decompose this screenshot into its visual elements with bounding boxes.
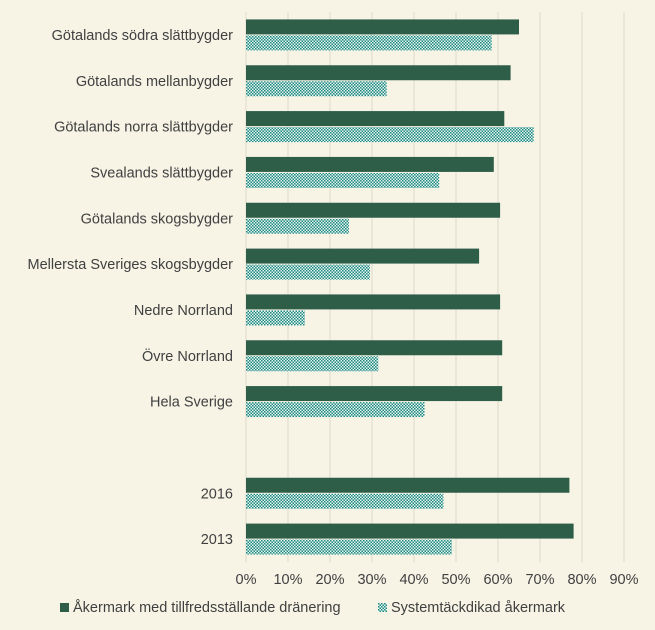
x-axis-ticks: 0% 10% 20% 30% 40% 50% 60% 70% 80% 90% [236,572,639,588]
x-tick-label: 40% [399,572,428,588]
bars [246,19,574,555]
category-label: Götalands norra slättbygder [54,120,233,136]
bar-drained-8 [246,386,503,402]
category-label: Hela Sverige [150,395,233,411]
bar-drained-3 [246,156,494,172]
x-tick-label: 10% [273,572,302,588]
legend-label: Åkermark med tillfredsställande dränerin… [73,599,341,616]
x-tick-label: 60% [483,572,512,588]
category-label: Övre Norrland [142,347,233,365]
category-label: Mellersta Sveriges skogsbygder [27,257,233,273]
x-tick-label: 50% [441,572,470,588]
bar-drained-4 [246,202,501,218]
legend-swatch-0 [60,603,69,612]
bar-tile-3 [246,172,440,188]
bar-tile-8 [246,402,425,418]
category-labels: Götalands södra slättbygder Götalands mel… [27,28,233,548]
bar-drained-11 [246,523,574,539]
category-label: 2016 [201,486,233,502]
bar-tile-5 [246,264,370,280]
category-label: Nedre Norrland [134,303,233,319]
x-tick-label: 20% [315,572,344,588]
bar-tile-7 [246,356,379,372]
category-label: Svealands slättbygder [90,165,233,181]
bar-tile-11 [246,539,452,555]
x-tick-label: 90% [609,572,638,588]
bar-tile-6 [246,310,305,326]
category-label: Götalands skogsbygder [81,211,234,227]
bar-drained-1 [246,65,511,81]
category-label: Götalands södra slättbygder [52,28,234,44]
x-tick-label: 30% [357,572,386,588]
x-tick-label: 70% [525,572,554,588]
legend-swatch-1 [378,603,387,612]
category-label: 2013 [201,532,233,548]
x-tick-label: 0% [236,572,257,588]
bar-drained-10 [246,477,570,493]
bar-tile-10 [246,493,444,509]
bar-tile-2 [246,127,534,143]
bar-drained-0 [246,19,519,35]
bar-tile-1 [246,81,387,97]
bar-drained-6 [246,294,501,310]
bar-drained-7 [246,340,503,356]
bar-drained-2 [246,111,505,127]
x-tick-label: 80% [567,572,596,588]
bar-tile-0 [246,35,492,51]
legend-label: Systemtäckdikad åkermark [391,600,566,616]
category-label: Götalands mellanbygder [76,74,233,90]
bar-tile-4 [246,218,349,234]
bar-drained-5 [246,248,480,264]
gridlines [245,12,625,562]
legend: Åkermark med tillfredsställande dränerin… [60,599,566,616]
